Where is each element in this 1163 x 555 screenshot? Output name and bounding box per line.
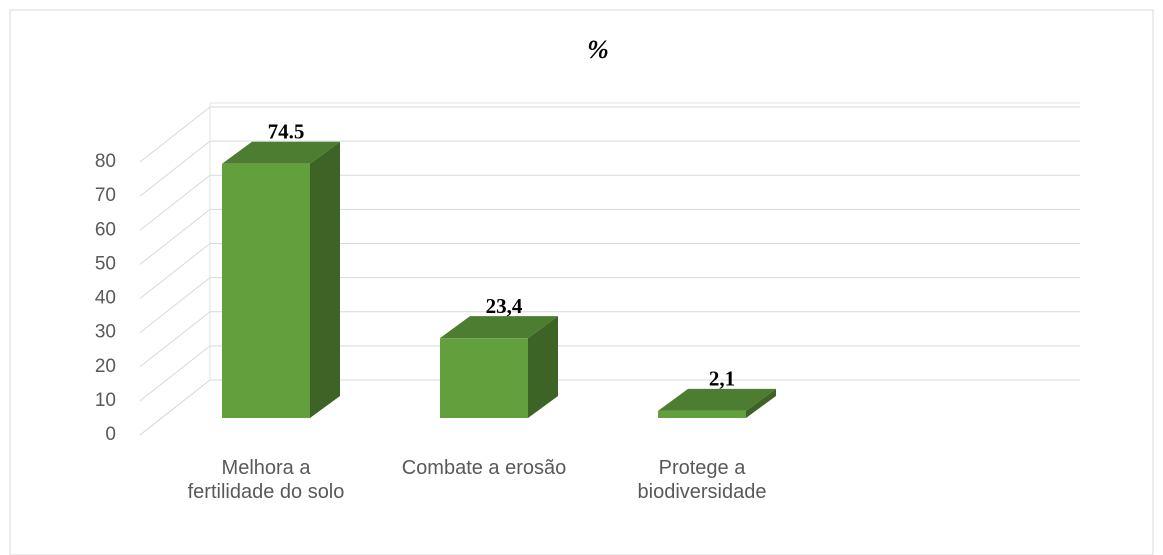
bar-side xyxy=(746,388,776,418)
y-tick-label: 40 xyxy=(95,288,116,309)
frame xyxy=(9,9,1154,555)
side-grid-line xyxy=(139,345,211,402)
y-tick-label: 10 xyxy=(95,390,116,411)
side-grid-line xyxy=(139,243,211,299)
bar xyxy=(222,163,310,418)
x-tick-label: Protege a biodiversidade xyxy=(637,457,767,503)
y-tick-label: 0 xyxy=(105,424,116,445)
side-grid-line xyxy=(139,208,211,265)
y-tick-label: 20 xyxy=(95,356,116,377)
data-label: 23,4 xyxy=(486,294,523,318)
y-tick-label: 70 xyxy=(95,185,116,206)
side-grid-line xyxy=(139,140,211,197)
side-grid-line xyxy=(139,174,211,231)
side-grid-line xyxy=(139,106,211,163)
data-label: 2,1 xyxy=(709,367,735,391)
bar xyxy=(658,410,746,418)
bar-side xyxy=(310,141,340,419)
side-grid-line xyxy=(139,379,211,436)
bar xyxy=(440,338,528,418)
x-tick-label: Combate a erosão xyxy=(401,457,567,479)
y-tick-label: 30 xyxy=(95,322,116,343)
y-tick-label: 50 xyxy=(95,253,116,274)
y-tick-label: 80 xyxy=(95,151,116,172)
bar-top xyxy=(658,388,776,411)
chart-title: % xyxy=(587,35,609,64)
data-label: 74.5 xyxy=(268,120,305,144)
x-tick-label: Melhora a fertilidade do solo xyxy=(187,457,345,503)
bar-side xyxy=(528,316,558,418)
bar-top xyxy=(440,316,558,339)
side-grid-line xyxy=(139,277,211,334)
bar-top xyxy=(222,141,340,164)
y-tick-label: 60 xyxy=(95,219,116,240)
side-grid-line xyxy=(139,311,211,368)
